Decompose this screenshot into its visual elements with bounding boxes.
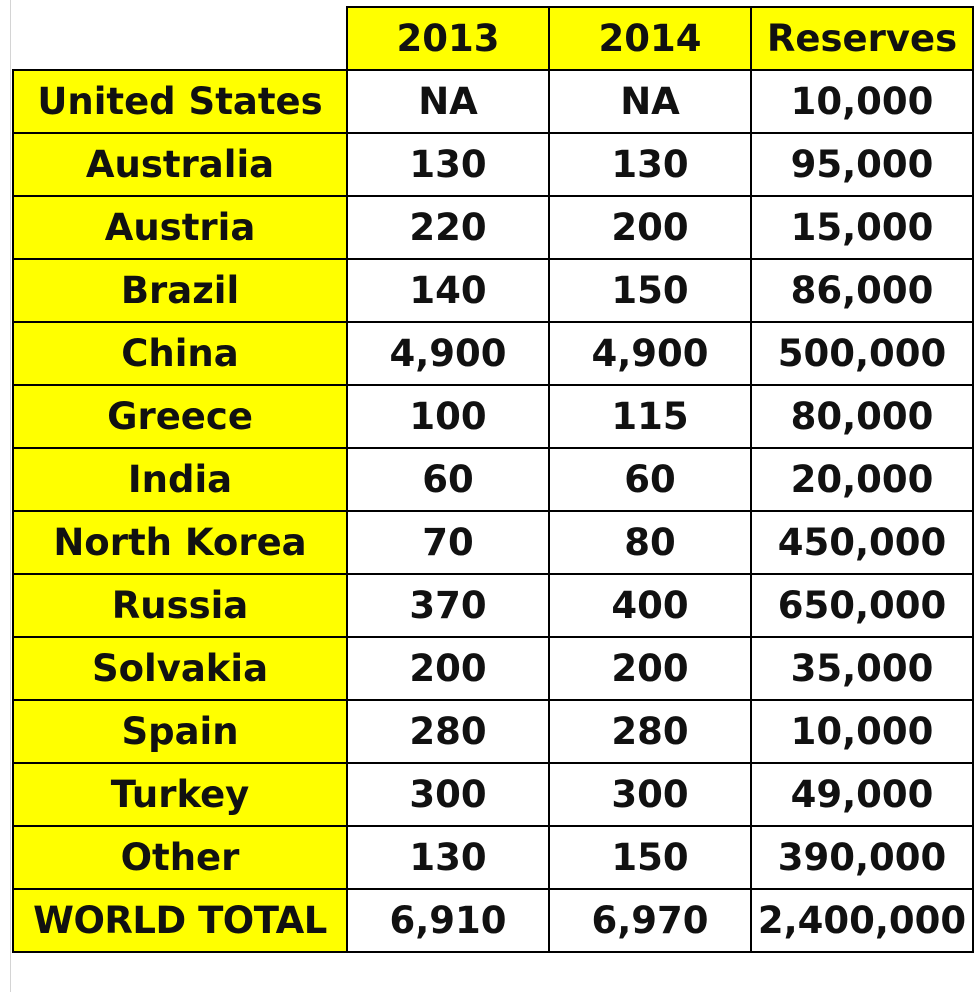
table-row: Brazil 140 150 86,000 — [12, 258, 974, 323]
reserves-cell[interactable]: 49,000 — [750, 762, 974, 827]
header-corner-cell[interactable] — [13, 7, 348, 71]
value-2013-cell[interactable]: 280 — [346, 699, 550, 764]
country-cell[interactable]: Australia — [12, 132, 348, 197]
value-2013-cell[interactable]: 370 — [346, 573, 550, 638]
value-2014-cell[interactable]: NA — [548, 69, 752, 134]
country-cell[interactable]: Russia — [12, 573, 348, 638]
country-cell[interactable]: Spain — [12, 699, 348, 764]
value-2014-cell[interactable]: 280 — [548, 699, 752, 764]
header-row: 2013 2014 Reserves — [13, 6, 974, 71]
country-cell[interactable]: United States — [12, 69, 348, 134]
reserves-cell[interactable]: 500,000 — [750, 321, 974, 386]
reserves-cell[interactable]: 10,000 — [750, 699, 974, 764]
reserves-cell[interactable]: 15,000 — [750, 195, 974, 260]
data-table: 2013 2014 Reserves United States NA NA 10,0… — [12, 6, 974, 953]
value-2014-cell[interactable]: 4,900 — [548, 321, 752, 386]
value-2014-cell[interactable]: 150 — [548, 825, 752, 890]
total-label-cell[interactable]: WORLD TOTAL — [12, 888, 348, 953]
table-row: Austria 220 200 15,000 — [12, 195, 974, 260]
value-2014-cell[interactable]: 60 — [548, 447, 752, 512]
table-row: North Korea 70 80 450,000 — [12, 510, 974, 575]
reserves-cell[interactable]: 80,000 — [750, 384, 974, 449]
value-2014-cell[interactable]: 130 — [548, 132, 752, 197]
value-2013-cell[interactable]: 70 — [346, 510, 550, 575]
value-2013-cell[interactable]: NA — [346, 69, 550, 134]
value-2014-cell[interactable]: 115 — [548, 384, 752, 449]
country-cell[interactable]: Turkey — [12, 762, 348, 827]
country-cell[interactable]: India — [12, 447, 348, 512]
reserves-cell[interactable]: 650,000 — [750, 573, 974, 638]
country-cell[interactable]: Solvakia — [12, 636, 348, 701]
reserves-cell[interactable]: 95,000 — [750, 132, 974, 197]
table-row: China 4,900 4,900 500,000 — [12, 321, 974, 386]
reserves-cell[interactable]: 35,000 — [750, 636, 974, 701]
table-row: Turkey 300 300 49,000 — [12, 762, 974, 827]
table-row: Russia 370 400 650,000 — [12, 573, 974, 638]
header-cell-2014[interactable]: 2014 — [548, 6, 752, 71]
total-2013-cell[interactable]: 6,910 — [346, 888, 550, 953]
total-reserves-cell[interactable]: 2,400,000 — [750, 888, 974, 953]
country-cell[interactable]: Other — [12, 825, 348, 890]
header-cell-2013[interactable]: 2013 — [346, 6, 550, 71]
value-2014-cell[interactable]: 200 — [548, 195, 752, 260]
country-cell[interactable]: Brazil — [12, 258, 348, 323]
total-row: WORLD TOTAL 6,910 6,970 2,400,000 — [12, 888, 974, 953]
table-row: Other 130 150 390,000 — [12, 825, 974, 890]
reserves-cell[interactable]: 390,000 — [750, 825, 974, 890]
value-2013-cell[interactable]: 130 — [346, 825, 550, 890]
reserves-cell[interactable]: 20,000 — [750, 447, 974, 512]
value-2014-cell[interactable]: 200 — [548, 636, 752, 701]
value-2013-cell[interactable]: 220 — [346, 195, 550, 260]
country-cell[interactable]: China — [12, 321, 348, 386]
value-2014-cell[interactable]: 150 — [548, 258, 752, 323]
reserves-cell[interactable]: 450,000 — [750, 510, 974, 575]
reserves-cell[interactable]: 10,000 — [750, 69, 974, 134]
reserves-cell[interactable]: 86,000 — [750, 258, 974, 323]
value-2013-cell[interactable]: 4,900 — [346, 321, 550, 386]
value-2013-cell[interactable]: 100 — [346, 384, 550, 449]
total-2014-cell[interactable]: 6,970 — [548, 888, 752, 953]
country-cell[interactable]: North Korea — [12, 510, 348, 575]
sheet-gridline — [10, 0, 11, 992]
value-2013-cell[interactable]: 60 — [346, 447, 550, 512]
value-2014-cell[interactable]: 80 — [548, 510, 752, 575]
value-2013-cell[interactable]: 140 — [346, 258, 550, 323]
value-2013-cell[interactable]: 200 — [346, 636, 550, 701]
table-row: Australia 130 130 95,000 — [12, 132, 974, 197]
table-row: United States NA NA 10,000 — [12, 69, 974, 134]
table-row: Solvakia 200 200 35,000 — [12, 636, 974, 701]
value-2014-cell[interactable]: 300 — [548, 762, 752, 827]
header-cell-reserves[interactable]: Reserves — [750, 6, 974, 71]
country-cell[interactable]: Greece — [12, 384, 348, 449]
value-2013-cell[interactable]: 130 — [346, 132, 550, 197]
value-2014-cell[interactable]: 400 — [548, 573, 752, 638]
table-row: Spain 280 280 10,000 — [12, 699, 974, 764]
country-cell[interactable]: Austria — [12, 195, 348, 260]
table-row: India 60 60 20,000 — [12, 447, 974, 512]
value-2013-cell[interactable]: 300 — [346, 762, 550, 827]
table-row: Greece 100 115 80,000 — [12, 384, 974, 449]
